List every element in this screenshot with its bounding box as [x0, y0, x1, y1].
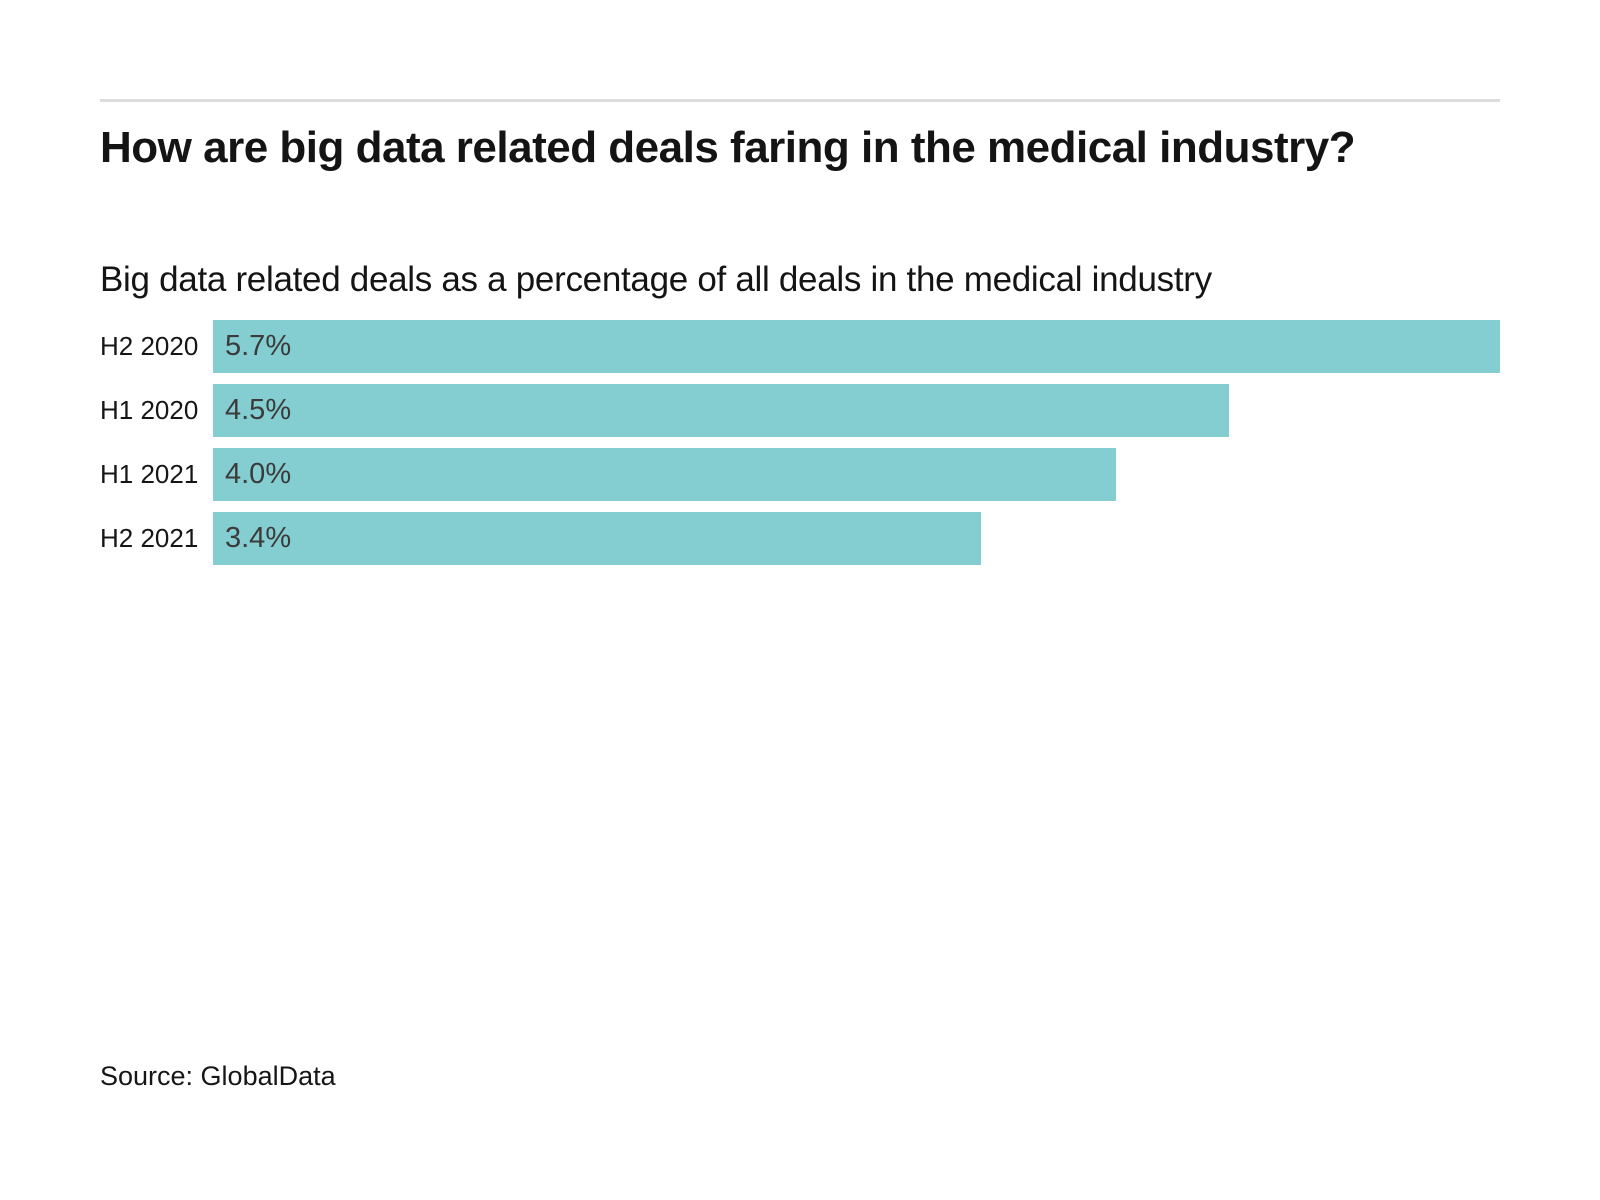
- bar: 4.0%: [213, 448, 1117, 501]
- bar-track: 4.5%: [213, 384, 1500, 437]
- chart-subtitle: Big data related deals as a percentage o…: [100, 260, 1212, 299]
- bar: 4.5%: [213, 384, 1230, 437]
- value-label: 4.0%: [225, 458, 292, 490]
- bar-track: 4.0%: [213, 448, 1500, 501]
- top-divider: [100, 99, 1500, 102]
- value-label: 3.4%: [225, 522, 292, 554]
- category-label: H2 2021: [100, 523, 199, 553]
- bar: 3.4%: [213, 512, 981, 565]
- chart-title: How are big data related deals faring in…: [100, 123, 1356, 172]
- bar-row: H1 2020 4.5%: [100, 384, 1500, 437]
- value-label: 5.7%: [225, 330, 292, 362]
- category-label: H2 2020: [100, 331, 199, 361]
- source-note: Source: GlobalData: [100, 1061, 336, 1091]
- bar-row: H1 2021 4.0%: [100, 448, 1500, 501]
- bar-track: 5.7%: [213, 320, 1500, 373]
- bar-track: 3.4%: [213, 512, 1500, 565]
- bar: 5.7%: [213, 320, 1500, 373]
- bar-row: H2 2021 3.4%: [100, 512, 1500, 565]
- value-label: 4.5%: [225, 394, 292, 426]
- category-label: H1 2020: [100, 395, 199, 425]
- bar-chart: H2 2020 5.7% H1 2020 4.5% H1 2021 4.0% H…: [100, 320, 1500, 576]
- category-label: H1 2021: [100, 459, 199, 489]
- bar-row: H2 2020 5.7%: [100, 320, 1500, 373]
